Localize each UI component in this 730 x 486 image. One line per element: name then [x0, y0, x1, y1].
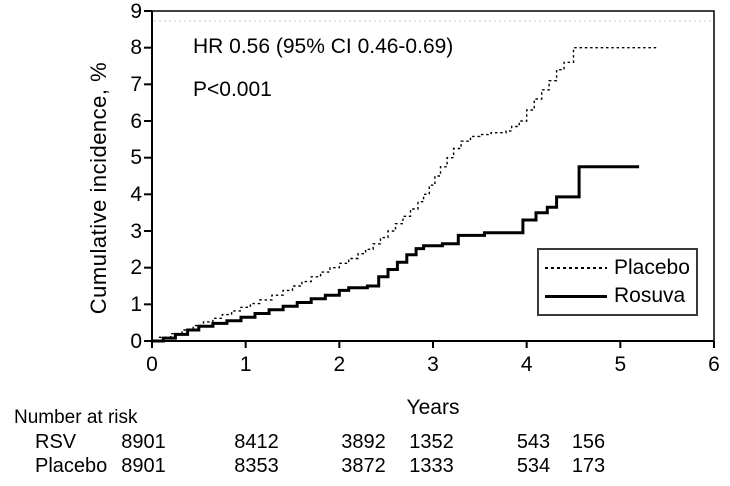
p-value-annotation: P<0.001 [193, 78, 272, 101]
y-tick-label-6: 6 [130, 109, 142, 133]
series-curve-rosuva [152, 165, 640, 343]
at-risk-value: 1352 [409, 431, 454, 453]
y-tick-label-5: 5 [130, 146, 142, 170]
x-tick-label-4: 4 [520, 353, 533, 376]
at-risk-value: 3892 [341, 431, 386, 453]
x-tick-label-1: 1 [239, 353, 252, 376]
legend-entry-placebo: Placebo [539, 255, 696, 279]
solid-line-sample [545, 294, 607, 298]
at-risk-row-label-rsv: RSV [35, 431, 77, 453]
series-curve-placebo [152, 47, 658, 342]
at-risk-value: 156 [571, 431, 606, 453]
x-tick-label-2: 2 [333, 353, 346, 376]
y-tick-label-4: 4 [130, 182, 142, 206]
at-risk-value: 3872 [341, 455, 386, 477]
y-tick-label-2: 2 [130, 256, 142, 280]
at-risk-value: 534 [516, 455, 551, 477]
x-tick-label-6: 6 [708, 353, 720, 376]
hazard-ratio-annotation: HR 0.56 (95% CI 0.46-0.69) [193, 35, 454, 58]
at-risk-value: 173 [571, 455, 606, 477]
x-tick-label-0: 0 [146, 353, 158, 376]
at-risk-value: 543 [516, 431, 551, 453]
at-risk-row-label-placebo: Placebo [35, 455, 108, 477]
number-at-risk-title: Number at risk [14, 407, 138, 428]
dotted-line-sample [545, 266, 607, 269]
y-tick-label-3: 3 [130, 219, 142, 243]
at-risk-value: 8901 [121, 431, 166, 453]
y-tick-label-1: 1 [130, 292, 142, 316]
x-axis-title: Years [406, 396, 460, 419]
legend-box: Placebo Rosuva [537, 248, 698, 316]
y-tick-label-0: 0 [130, 329, 142, 353]
at-risk-value: 8353 [234, 455, 279, 477]
at-risk-value: 1333 [409, 455, 454, 477]
y-tick-label-8: 8 [130, 36, 142, 60]
legend-entry-rosuva: Rosuva [539, 285, 696, 307]
y-tick-label-7: 7 [130, 72, 142, 96]
at-risk-value: 8901 [121, 455, 166, 477]
y-tick-label-9: 9 [130, 0, 142, 23]
x-tick-label-5: 5 [614, 353, 627, 376]
legend-label-rosuva: Rosuva [614, 284, 686, 308]
at-risk-value: 8412 [234, 431, 279, 453]
legend-label-placebo: Placebo [614, 255, 690, 279]
x-tick-label-3: 3 [427, 353, 439, 376]
